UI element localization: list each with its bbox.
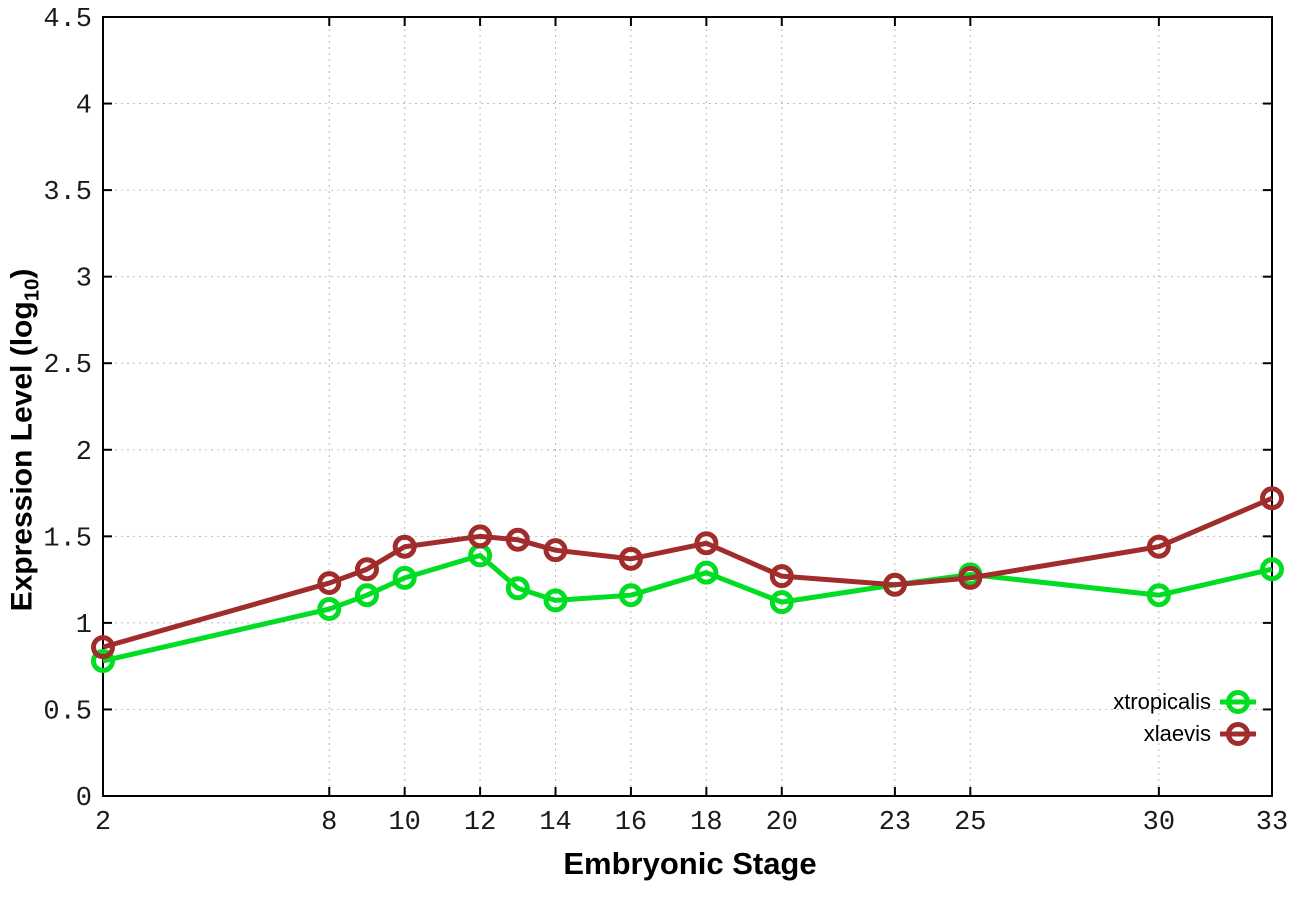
y-tick-label: 3.5	[43, 178, 92, 208]
legend-label: xtropicalis	[1113, 689, 1211, 714]
x-axis-title: Embryonic Stage	[563, 846, 817, 881]
series-xlaevis-point	[1260, 486, 1284, 511]
y-tick-label: 1	[76, 611, 92, 641]
y-axis-title-subscript: 10	[21, 278, 44, 302]
series-xlaevis-point	[468, 524, 493, 549]
series-xlaevis-point	[91, 635, 115, 660]
y-tick-label: 4	[76, 92, 92, 122]
x-tick-label: 33	[1256, 808, 1288, 838]
y-axis-title: Expression Level (log10)	[6, 269, 45, 612]
series-xtropicalis-point	[1260, 557, 1284, 582]
series-xtropicalis-point	[505, 576, 530, 601]
y-tick-label: 3	[76, 265, 92, 295]
series-xlaevis-point	[694, 531, 719, 556]
series-xlaevis-point	[505, 527, 530, 552]
series-xtropicalis-point	[543, 588, 568, 613]
series-xtropicalis-line	[102, 552, 1273, 664]
legend-label: xlaevis	[1143, 721, 1211, 746]
x-tick-label: 25	[954, 808, 986, 838]
series-xlaevis-point	[618, 546, 643, 571]
x-tick-label: 10	[388, 808, 420, 838]
x-tick-label: 23	[879, 808, 911, 838]
x-tick-label: 12	[464, 808, 496, 838]
y-axis-title-text: Expression Level (log	[5, 301, 39, 612]
series-xlaevis-point	[958, 565, 983, 590]
x-tick-label: 18	[690, 808, 722, 838]
y-axis-title-suffix: )	[5, 268, 39, 279]
legend-marker-xtropicalis-icon	[1220, 689, 1256, 714]
series-xlaevis-point	[317, 571, 342, 596]
series-xtropicalis-point	[694, 560, 719, 585]
series-xtropicalis-point	[91, 648, 115, 673]
y-tick-label: 2.5	[43, 351, 92, 381]
x-tick-label: 14	[539, 808, 571, 838]
plot-border	[102, 16, 1273, 797]
series-xlaevis-point	[769, 564, 794, 589]
series-xtropicalis-point	[392, 565, 417, 590]
legend-item-xtropicalis: xtropicalis	[1113, 686, 1258, 717]
y-tick-label: 2	[76, 438, 92, 468]
series-xlaevis-point	[392, 534, 417, 559]
x-tick-label: 20	[766, 808, 798, 838]
y-tick-label: 0.5	[43, 697, 92, 727]
series-xtropicalis-point	[1146, 583, 1171, 608]
y-tick-label: 1.5	[43, 524, 92, 554]
y-tick-label: 0	[76, 784, 92, 814]
series-xtropicalis-point	[618, 583, 643, 608]
series-xlaevis-point	[882, 572, 907, 597]
legend-marker-xlaevis-icon	[1220, 721, 1256, 746]
x-tick-label: 2	[95, 808, 111, 838]
series-xtropicalis-point	[354, 583, 379, 608]
legend: xtropicalis xlaevis	[1113, 686, 1258, 749]
legend-item-xlaevis: xlaevis	[1144, 718, 1258, 749]
series-xtropicalis-point	[317, 597, 342, 622]
series-xlaevis-point	[543, 538, 568, 563]
x-tick-label: 30	[1143, 808, 1175, 838]
x-tick-label: 8	[321, 808, 337, 838]
series-xlaevis-point	[1146, 534, 1171, 559]
series-xlaevis-point	[354, 557, 379, 582]
series-xlaevis-line	[102, 495, 1273, 650]
y-tick-label: 4.5	[43, 5, 92, 35]
series-xtropicalis-point	[769, 590, 794, 615]
x-tick-label: 16	[615, 808, 647, 838]
